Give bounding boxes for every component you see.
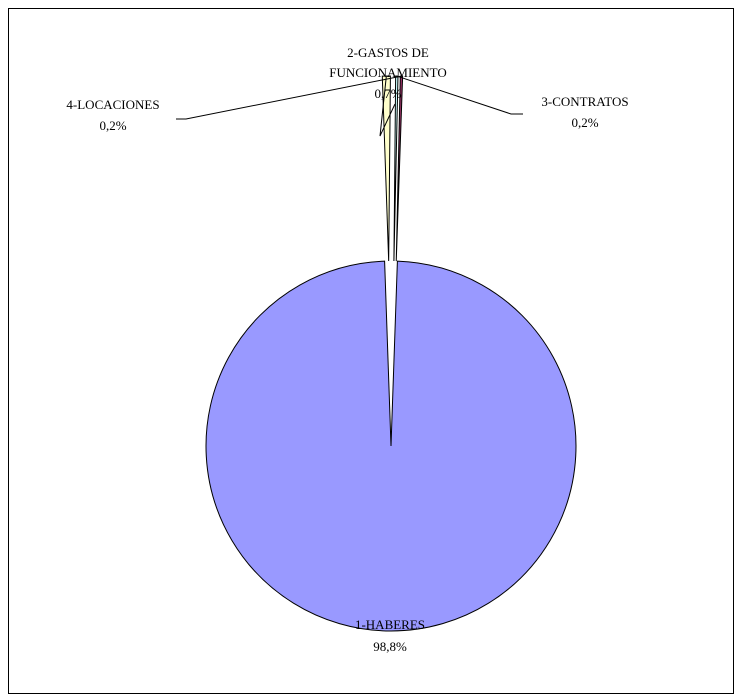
leader-line-contratos [396, 75, 523, 115]
slice-haberes [205, 260, 577, 632]
slice-label-gastos-line1: 2-GASTOS DE [347, 45, 429, 60]
slice-label-gastos-line2: FUNCIONAMIENTO [329, 65, 446, 80]
leader-line-gastos [379, 75, 396, 137]
slice-label-locaciones: 4-LOCACIONES [66, 97, 159, 112]
slice-label-contratos: 3-CONTRATOS [541, 94, 628, 109]
slice-value-contratos: 0,2% [571, 115, 598, 130]
slice-value-locaciones: 0,2% [99, 118, 126, 133]
slice-value-haberes: 98,8% [373, 639, 407, 654]
slice-label-haberes: 1-HABERES [355, 617, 425, 632]
leader-line-locaciones [176, 75, 402, 120]
slice-value-gastos: 0,7% [374, 86, 401, 101]
